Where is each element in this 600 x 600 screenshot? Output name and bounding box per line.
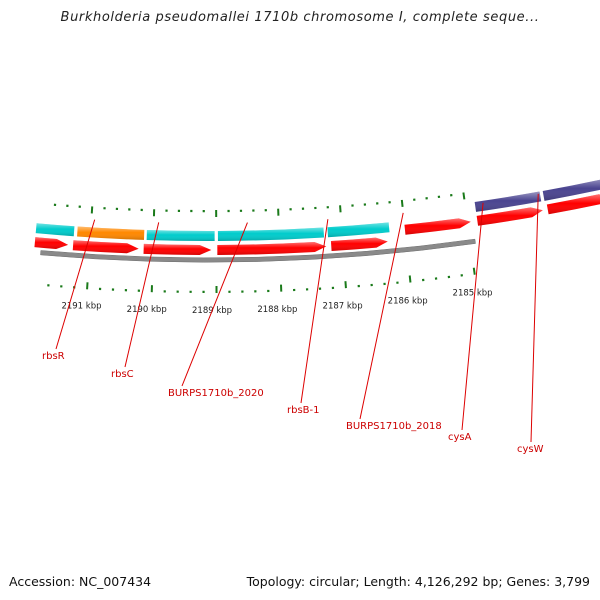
label-leader-line (55, 219, 96, 350)
gene-feature-cyan[interactable] (327, 222, 390, 238)
label-leader-line (359, 212, 404, 420)
scale-label: 2191 kbp (61, 302, 101, 312)
sequence-summary: Topology: circular; Length: 4,126,292 bp… (246, 574, 590, 589)
major-tick (400, 199, 404, 207)
major-tick (408, 275, 412, 283)
gene-feature-red[interactable] (217, 242, 327, 255)
map-title: Burkholderia pseudomallei 1710b chromoso… (60, 10, 540, 25)
gene-feature-navy[interactable] (542, 178, 600, 201)
label-leader-line (530, 193, 539, 443)
label-leader-line (300, 219, 329, 404)
backbone-line (40, 238, 476, 263)
gene-feature-red[interactable] (476, 207, 543, 226)
gene-label[interactable]: rbsB-1 (287, 405, 320, 416)
accession-label: Accession: NC_007434 (9, 574, 152, 589)
gene-label[interactable]: BURPS1710b_2018 (346, 421, 442, 432)
gene-feature-cyan[interactable] (35, 223, 75, 237)
gene-feature-red[interactable] (404, 218, 471, 235)
gene-label[interactable]: rbsC (111, 369, 134, 380)
scale-label: 2188 kbp (257, 305, 297, 315)
major-tick (472, 267, 476, 275)
gene-feature-red[interactable] (34, 237, 69, 249)
gene-feature-orange[interactable] (77, 226, 145, 240)
scale-label: 2185 kbp (453, 289, 493, 299)
scale-label: 2187 kbp (323, 302, 363, 312)
gene-label[interactable]: cysW (517, 444, 544, 455)
label-leader-line (181, 222, 248, 387)
gene-feature-red[interactable] (546, 194, 600, 215)
gene-feature-red[interactable] (143, 243, 212, 255)
gene-label[interactable]: BURPS1710b_2020 (168, 388, 264, 399)
label-leader-line (461, 202, 484, 431)
gene-label[interactable]: cysA (448, 432, 472, 443)
label-leader-line (124, 222, 160, 368)
gene-feature-navy[interactable] (474, 191, 542, 212)
scale-label: 2186 kbp (388, 296, 428, 306)
gene-feature-cyan[interactable] (217, 227, 325, 241)
gene-label[interactable]: rbsR (42, 351, 65, 362)
gene-feature-red[interactable] (330, 237, 388, 252)
gene-features (34, 178, 600, 255)
gene-feature-red[interactable] (72, 240, 139, 254)
gene-labels: rbsR rbsC BURPS1710b_2020 rbsB-1 BURPS1710b_… (42, 193, 544, 455)
backbone-track (40, 238, 476, 263)
scale-label: 2190 kbp (127, 305, 167, 315)
major-tick (462, 192, 466, 200)
scale-ticks (47, 192, 476, 293)
gene-feature-cyan[interactable] (146, 230, 215, 241)
